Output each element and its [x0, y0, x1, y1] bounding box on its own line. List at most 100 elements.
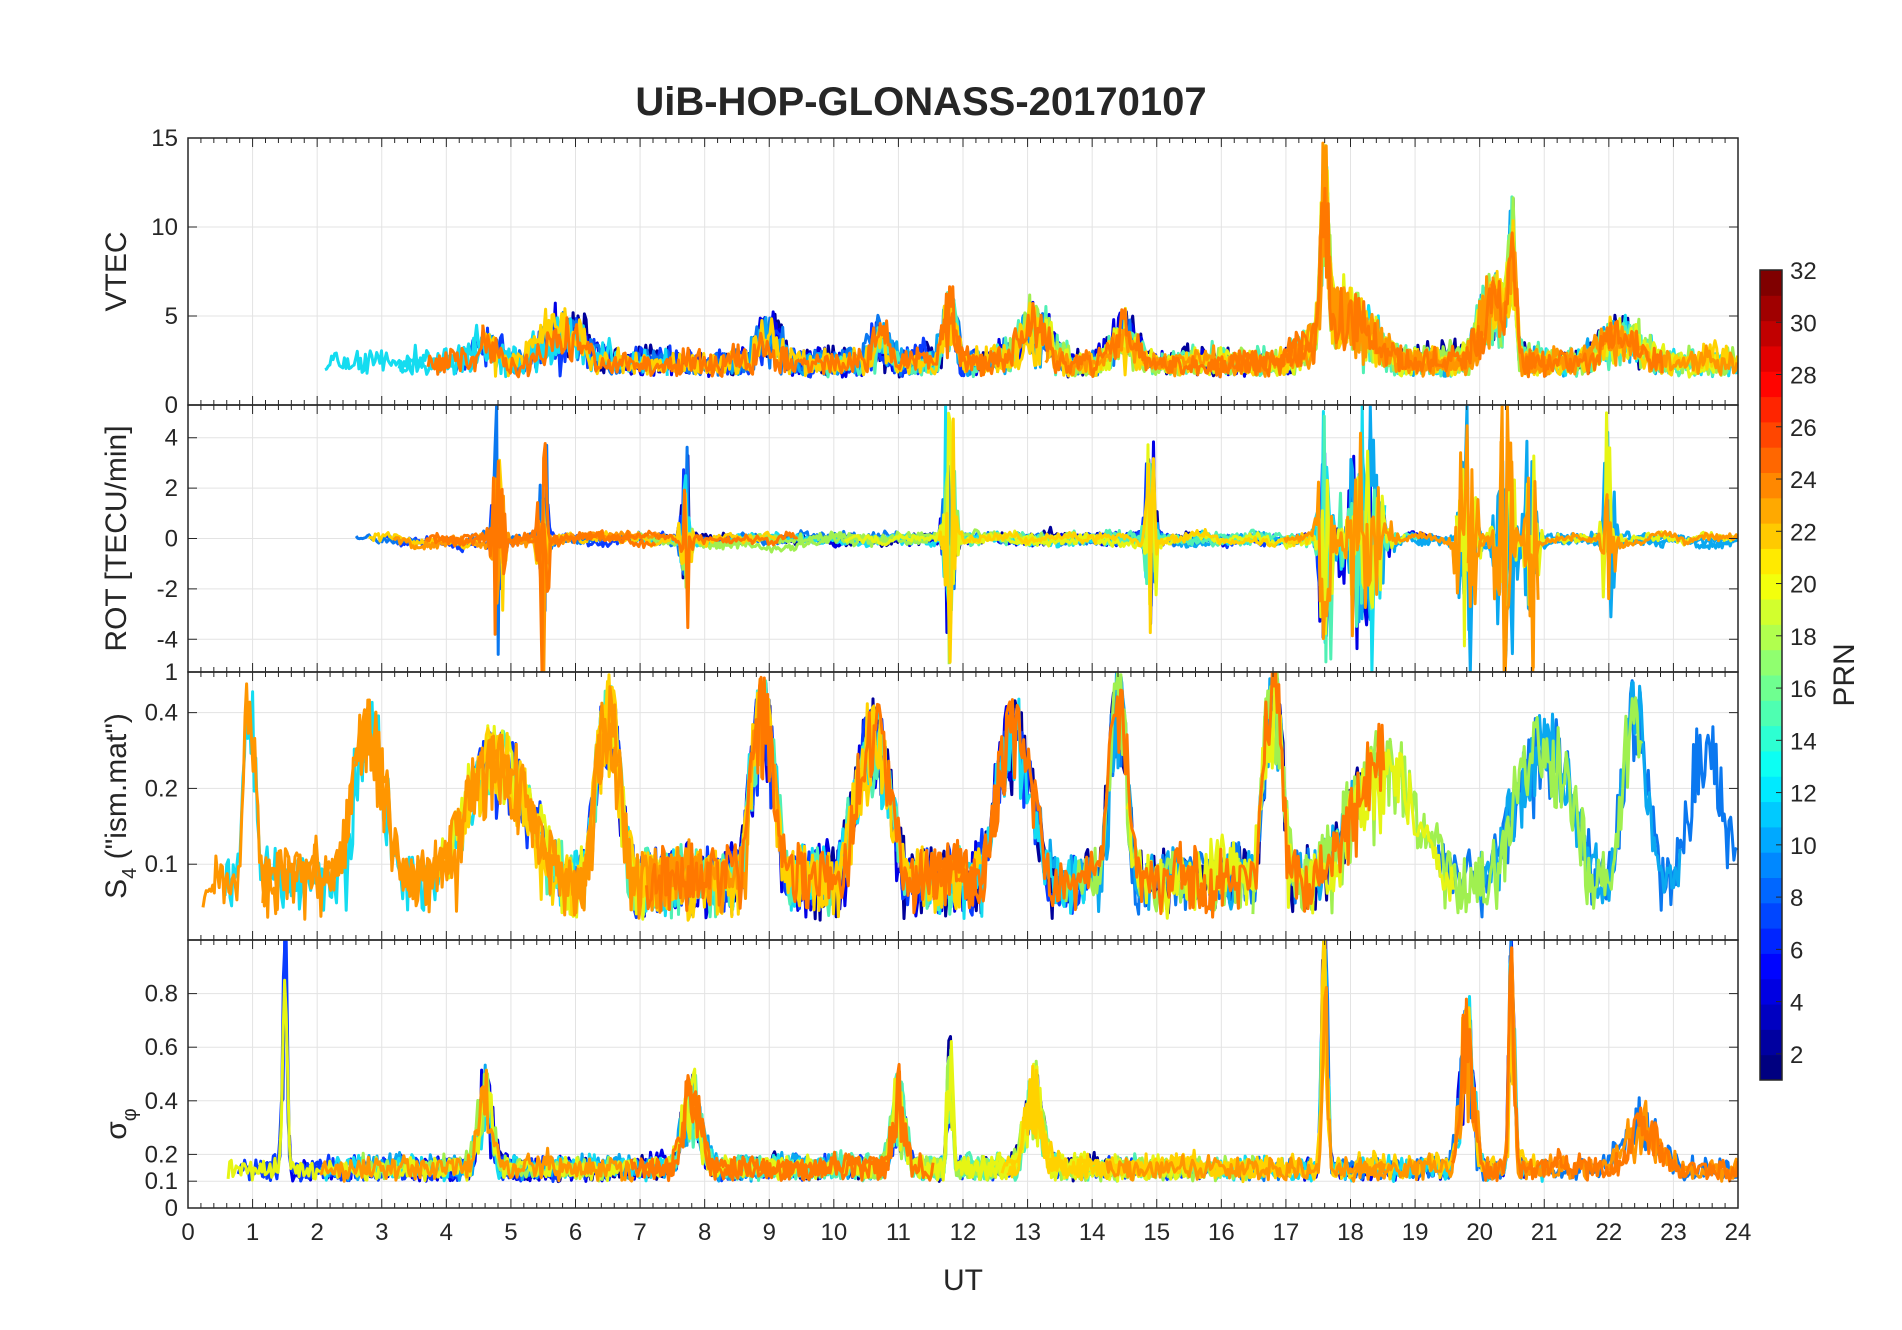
x-tick-label: 4 [440, 1219, 453, 1246]
y-tick-label: 2 [165, 475, 178, 502]
y-axis-label-s4: S4 ("ism.mat") [100, 713, 141, 899]
y-tick-label: 0.2 [145, 775, 178, 802]
colorbar-tick-label: 4 [1790, 990, 1803, 1017]
y-axis-label-sigma: σφ [100, 1108, 141, 1140]
colorbar-tick-label: 14 [1790, 728, 1817, 755]
y-axis-label-vtec: VTEC [100, 231, 133, 311]
y-axis-label-main: S [100, 879, 133, 899]
series-line-prn-17 [629, 471, 1078, 665]
colorbar-swatch [1760, 270, 1782, 296]
colorbar-tick-label: 30 [1790, 310, 1817, 337]
colorbar-tick-label: 12 [1790, 781, 1817, 808]
y-tick-label: 0.4 [145, 700, 178, 727]
x-tick-label: 11 [886, 1219, 911, 1246]
series-line-prn-24 [426, 186, 1664, 379]
colorbar-swatch [1760, 599, 1782, 625]
colorbar-frame [1759, 269, 1783, 1081]
colorbar-swatch [1760, 396, 1782, 423]
x-tick-labels: 0 1 2 3 4 5 6 7 8 9 10 11 12 13 14 15 16 17 18 19 20 21 22 23 24 [181, 1219, 1751, 1246]
x-tick-label: 9 [763, 1219, 776, 1246]
y-axis-label-rot: ROT [TECU/min] [100, 425, 133, 651]
colorbar-tick-label: 16 [1790, 676, 1817, 703]
y-tick-label: 0.2 [145, 1141, 178, 1168]
y-tick-label: 15 [151, 125, 178, 152]
x-tick-label: 3 [375, 1219, 388, 1246]
y-tick-label: 4 [165, 425, 178, 452]
colorbar-swatch [1760, 776, 1782, 803]
series-group-sigma [226, 940, 1738, 1184]
colorbar-tick-label: 26 [1790, 415, 1817, 442]
x-tick-label: 17 [1273, 1219, 1300, 1246]
y-tick-label: 1 [165, 659, 178, 686]
x-tick-label: 18 [1337, 1219, 1364, 1246]
series-line-prn-24 [645, 672, 1386, 919]
colorbar-swatch [1760, 700, 1782, 727]
series-line-prn-12 [320, 954, 1547, 1183]
colorbar-swatch [1760, 624, 1782, 651]
colorbar-swatch [1760, 826, 1782, 853]
colorbar-swatch [1760, 852, 1782, 878]
colorbar-swatch [1760, 497, 1782, 524]
y-tick-label: 0.8 [145, 981, 178, 1008]
colorbar-tick-label: 28 [1790, 363, 1817, 390]
x-tick-label: 21 [1531, 1219, 1558, 1246]
series-group-vtec [324, 141, 1738, 379]
colorbar-swatch [1760, 978, 1782, 1005]
ticks-s4: 0.1 0.2 0.4 1 [145, 659, 1739, 940]
colorbar-swatch [1760, 649, 1782, 676]
y-axis-label-rest: ("ism.mat") [100, 713, 133, 868]
colorbar-swatch [1760, 1029, 1782, 1056]
colorbar-swatch [1760, 877, 1782, 904]
x-tick-label: 19 [1402, 1219, 1429, 1246]
y-tick-label: 0.4 [145, 1088, 178, 1115]
chart-title: UiB-HOP-GLONASS-20170107 [635, 80, 1206, 124]
ticks-rot: -4 -2 0 2 4 [157, 405, 1739, 672]
colorbar-swatch [1760, 750, 1782, 777]
colorbar-swatch [1760, 523, 1782, 549]
x-tick-label: 16 [1208, 1219, 1235, 1246]
x-axis-label: UT [943, 1264, 983, 1297]
y-tick-label: 0 [165, 392, 178, 419]
y-tick-label: 0.1 [145, 851, 178, 878]
x-tick-label: 14 [1079, 1219, 1106, 1246]
colorbar-tick-label: 2 [1790, 1042, 1803, 1069]
x-tick-label: 10 [820, 1219, 847, 1246]
colorbar-swatch [1760, 953, 1782, 980]
colorbar-swatch [1760, 902, 1782, 929]
x-tick-label: 23 [1660, 1219, 1687, 1246]
series-group-rot [354, 405, 1738, 672]
colorbar-tick-label: 6 [1790, 937, 1803, 964]
x-tick-label: 1 [246, 1219, 259, 1246]
colorbar-swatch [1760, 345, 1782, 372]
series-line-prn-6 [236, 940, 1224, 1183]
x-tick-label: 12 [950, 1219, 977, 1246]
y-tick-label: 0.6 [145, 1034, 178, 1061]
y-tick-label: 10 [151, 214, 178, 241]
ticks-vtec: 0 5 10 15 [151, 125, 1739, 419]
colorbar-swatch [1760, 928, 1782, 954]
colorbar-tick-label: 24 [1790, 467, 1817, 494]
x-tick-label: 22 [1595, 1219, 1622, 1246]
colorbar-swatch [1760, 675, 1782, 701]
colorbar-swatch [1760, 472, 1782, 499]
colorbar-swatch [1760, 548, 1782, 575]
y-tick-label: 0 [165, 526, 178, 553]
x-tick-label: 2 [310, 1219, 323, 1246]
x-tick-label: 7 [633, 1219, 646, 1246]
y-axis-label-subscript: 4 [119, 868, 141, 879]
x-tick-label: 20 [1466, 1219, 1493, 1246]
series-line-prn-24 [424, 442, 799, 672]
x-tick-label: 0 [181, 1219, 194, 1246]
x-tick-label: 13 [1014, 1219, 1041, 1246]
series-line-prn-24 [629, 946, 1738, 1183]
panel-sigma: 00.10.2 0.4 0.6 0.8 σφ [100, 939, 1739, 1222]
colorbar-tick-label: 22 [1790, 519, 1817, 546]
ticks-sigma: 00.10.2 0.4 0.6 0.8 [145, 940, 1739, 1222]
panel-rot: -4 -2 0 2 4 ROT [TECU/min] [100, 404, 1739, 673]
x-tick-label: 8 [698, 1219, 711, 1246]
panel-s4: 0.1 0.2 0.4 1 S4 ("ism.mat") [100, 659, 1739, 941]
colorbar-swatch [1760, 1004, 1782, 1030]
